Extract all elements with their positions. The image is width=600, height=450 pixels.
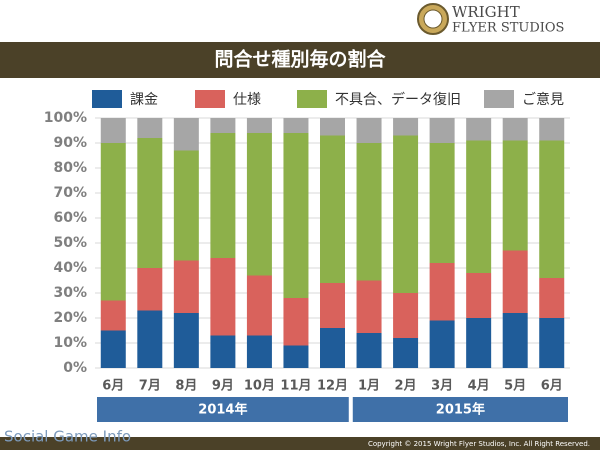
bar-segment [466, 140, 492, 273]
x-tick-label: 8月 [175, 379, 197, 394]
bar-segment [502, 140, 528, 251]
x-tick-label: 2月 [395, 379, 417, 394]
year-label: 2015年 [436, 402, 485, 418]
bar-segment [246, 133, 272, 276]
x-tick-label: 11月 [280, 379, 311, 394]
logo-line2: FLYER STUDIOS [452, 21, 564, 36]
watermark: Social Game Info [4, 428, 131, 446]
legend-label: 不具合、データ復旧 [335, 91, 461, 108]
bar-segment [356, 333, 382, 368]
bar-segment [356, 118, 382, 143]
bar-segment [466, 318, 492, 368]
y-tick-label: 20% [53, 310, 87, 326]
x-tick-label: 9月 [212, 379, 234, 394]
legend-swatch [92, 90, 122, 108]
bar-segment [320, 328, 345, 368]
x-tick-label: 6月 [541, 379, 563, 394]
bar-segment [246, 275, 272, 336]
bar-segment [539, 318, 565, 368]
logo-line1: WRIGHT [452, 3, 520, 21]
x-tick-label: 6月 [102, 379, 124, 394]
chart-title: 問合せ種別毎の割合 [214, 48, 386, 71]
bar-segment [539, 140, 565, 278]
bar-segment [429, 320, 455, 368]
legend-swatch [297, 90, 327, 108]
year-band [352, 397, 568, 422]
bar-segment [210, 133, 236, 258]
bar-segment [539, 278, 565, 318]
y-tick-label: 50% [53, 235, 87, 251]
bar-segment [393, 293, 419, 338]
y-tick-label: 30% [53, 285, 87, 301]
bar-segment [356, 280, 382, 333]
legend-swatch [195, 90, 225, 108]
year-band [97, 397, 349, 422]
bar-segment [100, 143, 126, 301]
logo-emblem-inner [423, 9, 443, 29]
bar-segment [246, 118, 272, 133]
bar-segment [429, 143, 455, 263]
bar-segment [137, 138, 163, 268]
bar-segment [393, 135, 419, 293]
bar-segment [320, 135, 345, 283]
year-label: 2014年 [198, 402, 247, 418]
bar-segment [393, 338, 419, 368]
bar-segment [137, 310, 163, 368]
bar-segment [356, 143, 382, 281]
bar-segment [283, 345, 309, 368]
bar-segment [466, 118, 492, 141]
x-tick-label: 3月 [431, 379, 453, 394]
footer-band [0, 437, 600, 450]
x-tick-label: 1月 [358, 379, 380, 394]
bar-segment [246, 335, 272, 368]
bar-segment [502, 250, 528, 313]
y-tick-label: 100% [44, 110, 87, 126]
bar-segment [429, 118, 455, 143]
bar-segment [137, 118, 163, 138]
bar-segment [320, 283, 345, 328]
bar-segment [393, 118, 419, 136]
bar-segment [429, 263, 455, 321]
bar-segment [100, 118, 126, 143]
x-tick-label: 7月 [139, 379, 161, 394]
bar-segment [502, 313, 528, 368]
title-band [0, 42, 600, 78]
y-tick-label: 0% [63, 360, 87, 376]
x-tick-label: 5月 [504, 379, 526, 394]
y-tick-label: 90% [53, 135, 87, 151]
bar-segment [320, 118, 345, 136]
bar-segment [173, 118, 199, 151]
legend-label: ご意見 [522, 91, 564, 108]
x-tick-label: 12月 [317, 379, 348, 394]
bar-segment [283, 133, 309, 298]
legend-label: 仕様 [233, 92, 261, 108]
bar-segment [173, 260, 199, 313]
bar-segment [173, 313, 199, 368]
x-tick-label: 10月 [244, 379, 275, 394]
bar-segment [210, 335, 236, 368]
y-tick-label: 10% [53, 335, 87, 351]
bar-segment [100, 330, 126, 368]
legend-label: 課金 [130, 92, 158, 108]
y-tick-label: 80% [53, 160, 87, 176]
bar-segment [283, 118, 309, 133]
bar-segment [539, 118, 565, 141]
bar-segment [137, 268, 163, 311]
x-tick-label: 4月 [468, 379, 490, 394]
bar-segment [210, 118, 236, 133]
bar-segment [466, 273, 492, 318]
legend-swatch [484, 90, 514, 108]
y-tick-label: 40% [53, 260, 87, 276]
bar-segment [502, 118, 528, 141]
copyright: Copyright © 2015 Wright Flyer Studios, I… [368, 440, 590, 448]
y-tick-label: 60% [53, 210, 87, 226]
y-tick-label: 70% [53, 185, 87, 201]
bar-segment [173, 150, 199, 261]
bar-segment [100, 300, 126, 331]
bar-segment [283, 298, 309, 346]
bar-segment [210, 258, 236, 336]
